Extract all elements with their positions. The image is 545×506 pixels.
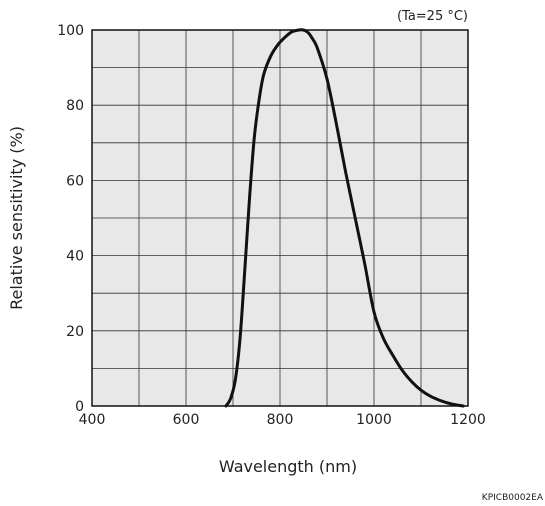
grid <box>92 30 468 406</box>
x-tick-label: 800 <box>267 412 294 428</box>
sensitivity-curve <box>224 28 465 408</box>
plot-border <box>91 29 469 407</box>
y-tick-label: 100 <box>57 23 84 39</box>
y-tick-label: 0 <box>75 399 84 415</box>
x-tick-label: 600 <box>173 412 200 428</box>
y-tick-label: 40 <box>66 249 84 265</box>
y-tick-label: 20 <box>66 324 84 340</box>
x-tick-label: 1000 <box>356 412 392 428</box>
y-axis-title: Relative sensitivity (%) <box>7 126 26 310</box>
y-tick-label: 60 <box>66 173 84 189</box>
y-tick-label: 80 <box>66 98 84 114</box>
y-axis-ticks: 0 20 40 60 80 100 <box>57 23 84 415</box>
x-axis-ticks: 400 600 800 1000 1200 <box>79 412 486 428</box>
x-tick-label: 400 <box>79 412 106 428</box>
figure-code: KPICB0002EA <box>482 493 544 503</box>
x-tick-label: 1200 <box>450 412 486 428</box>
x-axis-title: Wavelength (nm) <box>219 457 357 476</box>
condition-note: (Ta=25 °C) <box>397 9 468 24</box>
